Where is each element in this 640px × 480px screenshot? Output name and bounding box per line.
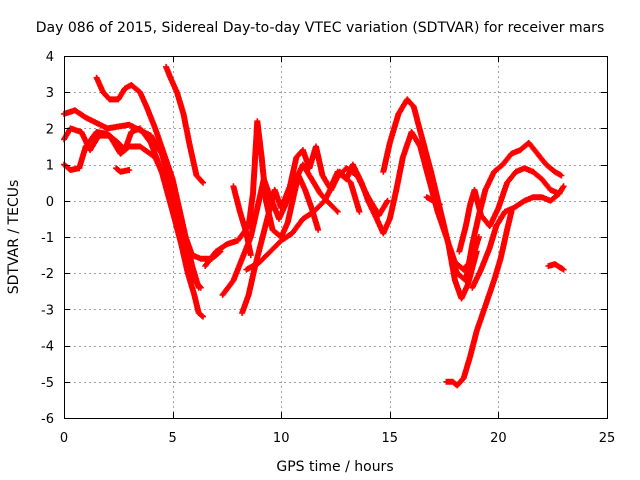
y-tick-label: -2 — [41, 267, 54, 282]
series-trace-r — [469, 183, 567, 291]
y-tick-label: -1 — [41, 231, 54, 246]
series-trace-h — [219, 161, 341, 298]
x-tick-label: 20 — [490, 431, 507, 446]
y-tick-label: -6 — [41, 412, 54, 427]
series-markers — [443, 208, 515, 389]
y-tick-label: 3 — [46, 86, 54, 101]
y-tick-label: 2 — [46, 122, 54, 137]
chart-title: Day 086 of 2015, Sidereal Day-to-day VTE… — [36, 20, 604, 36]
series-markers — [163, 63, 206, 186]
series-markers — [423, 194, 443, 208]
series-trace-n — [423, 194, 443, 208]
x-tick-label: 5 — [168, 431, 176, 446]
series-trace-d — [113, 165, 133, 175]
series-markers — [469, 183, 567, 291]
x-tick-label: 15 — [382, 431, 399, 446]
series-markers — [230, 183, 254, 259]
series-markers — [219, 161, 341, 298]
series-markers — [93, 74, 202, 291]
series-trace-s — [545, 261, 567, 273]
y-tick-label: 0 — [46, 195, 54, 210]
y-tick-label: 4 — [46, 50, 54, 65]
data-series — [61, 63, 567, 389]
x-tick-label: 10 — [273, 431, 290, 446]
y-tick-label: -3 — [41, 303, 54, 318]
x-tick-label: 0 — [60, 431, 68, 446]
axis-ticks: 0 5 10 15 20 25 -6 -5 -4 -3 -2 -1 0 1 2 3 4 — [41, 50, 615, 446]
series-markers — [113, 165, 133, 175]
series-markers — [545, 261, 567, 273]
series-trace-k — [230, 183, 254, 259]
series-trace-e — [93, 74, 202, 291]
y-tick-label: -4 — [41, 340, 54, 355]
x-axis-label: GPS time / hours — [276, 459, 393, 475]
y-tick-label: -5 — [41, 376, 54, 391]
y-tick-label: 1 — [46, 159, 54, 174]
series-markers — [456, 165, 563, 255]
series-trace-q — [443, 208, 515, 389]
x-tick-label: 25 — [599, 431, 616, 446]
series-trace-f — [163, 63, 206, 186]
series-trace-p — [456, 165, 563, 255]
y-axis-label: SDTVAR / TECUs — [6, 180, 22, 295]
